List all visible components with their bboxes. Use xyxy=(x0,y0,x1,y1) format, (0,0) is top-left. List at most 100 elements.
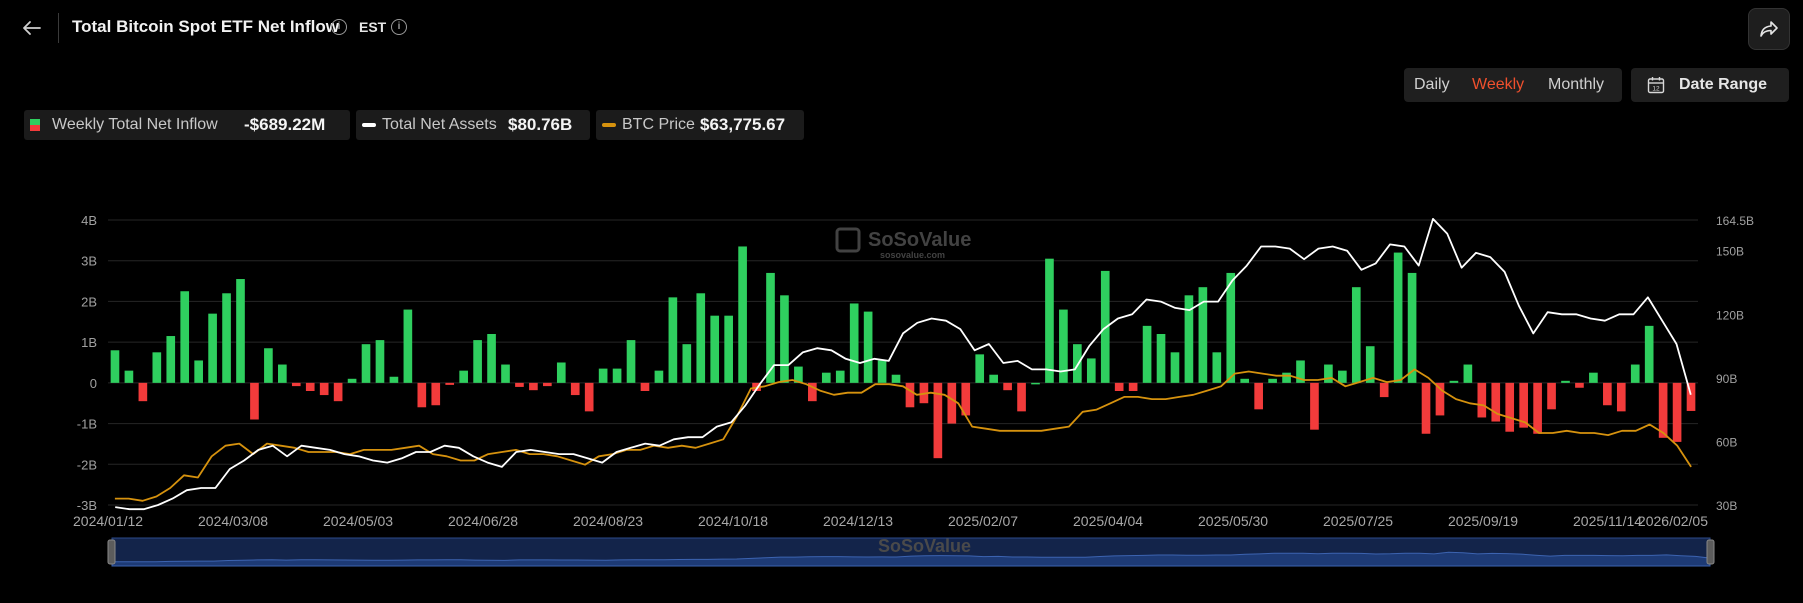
inflow-bar[interactable] xyxy=(1003,382,1012,391)
inflow-bar[interactable] xyxy=(766,272,775,383)
period-weekly-button[interactable]: Weekly xyxy=(1472,76,1525,93)
inflow-bar[interactable] xyxy=(138,382,148,402)
inflow-bar[interactable] xyxy=(668,297,678,383)
inflow-bar[interactable] xyxy=(1351,287,1361,383)
inflow-bar[interactable] xyxy=(445,382,455,385)
legend-btc-price[interactable]: BTC Price $63,775.67 xyxy=(596,110,804,140)
inflow-bar[interactable] xyxy=(947,382,957,424)
inflow-bar[interactable] xyxy=(905,382,915,408)
inflow-bar[interactable] xyxy=(152,352,162,383)
inflow-bar[interactable] xyxy=(1575,382,1584,388)
inflow-bar[interactable] xyxy=(1128,382,1138,391)
inflow-bar[interactable] xyxy=(1379,382,1389,398)
inflow-bar[interactable] xyxy=(975,354,985,383)
inflow-bar[interactable] xyxy=(124,370,134,383)
inflow-bar[interactable] xyxy=(1310,382,1319,430)
inflow-bar[interactable] xyxy=(1477,382,1487,418)
inflow-bar[interactable] xyxy=(166,336,176,383)
period-daily-button[interactable]: Daily xyxy=(1414,76,1450,93)
inflow-bar[interactable] xyxy=(821,372,831,383)
inflow-bar[interactable] xyxy=(961,382,971,416)
inflow-bar[interactable] xyxy=(1059,309,1068,383)
inflow-bar[interactable] xyxy=(584,382,594,412)
navigator-right-handle[interactable] xyxy=(1706,539,1715,565)
inflow-bar[interactable] xyxy=(180,291,190,383)
inflow-bar[interactable] xyxy=(319,382,329,396)
inflow-bar[interactable] xyxy=(1170,352,1180,383)
inflow-bar[interactable] xyxy=(1338,370,1347,383)
inflow-bar[interactable] xyxy=(194,360,203,383)
inflow-bar[interactable] xyxy=(1045,258,1054,383)
inflow-bar[interactable] xyxy=(1658,382,1668,438)
inflow-bar[interactable] xyxy=(1491,382,1501,422)
inflow-bar[interactable] xyxy=(654,370,664,383)
inflow-bar[interactable] xyxy=(710,315,720,383)
inflow-bar[interactable] xyxy=(1519,382,1528,428)
inflow-bar[interactable] xyxy=(431,382,441,406)
period-monthly-button[interactable]: Monthly xyxy=(1548,76,1605,93)
inflow-bar[interactable] xyxy=(208,313,217,383)
inflow-bar[interactable] xyxy=(891,374,901,383)
inflow-bar[interactable] xyxy=(1254,382,1263,410)
inflow-bar[interactable] xyxy=(1240,378,1250,383)
inflow-bar[interactable] xyxy=(459,370,468,383)
inflow-bar[interactable] xyxy=(877,360,887,383)
inflow-bar[interactable] xyxy=(556,362,566,383)
inflow-bar[interactable] xyxy=(515,382,524,387)
inflow-bar[interactable] xyxy=(250,382,259,420)
inflow-bar[interactable] xyxy=(1630,364,1640,383)
inflow-bar[interactable] xyxy=(305,382,315,391)
inflow-bar[interactable] xyxy=(361,344,371,383)
inflow-bar[interactable] xyxy=(835,370,845,383)
range-navigator[interactable]: SoSoValue xyxy=(107,536,1715,567)
inflow-bar[interactable] xyxy=(1031,382,1040,385)
inflow-bar[interactable] xyxy=(389,376,399,383)
inflow-bar[interactable] xyxy=(1156,334,1166,383)
inflow-bar[interactable] xyxy=(1365,346,1375,383)
inflow-bar[interactable] xyxy=(989,374,998,383)
inflow-bar[interactable] xyxy=(501,364,510,383)
date-range-button[interactable]: 12 Date Range xyxy=(1631,68,1789,102)
info-icon[interactable]: i xyxy=(331,19,347,35)
navigator-left-handle[interactable] xyxy=(107,539,116,565)
inflow-bar[interactable] xyxy=(738,246,747,383)
timezone-info-icon[interactable]: i xyxy=(391,19,407,35)
inflow-bar[interactable] xyxy=(1603,382,1612,406)
inflow-bar[interactable] xyxy=(780,295,789,383)
inflow-bar[interactable] xyxy=(291,382,301,387)
inflow-bar[interactable] xyxy=(626,340,636,383)
inflow-bar[interactable] xyxy=(1212,352,1222,383)
inflow-bar[interactable] xyxy=(696,293,706,383)
inflow-bar[interactable] xyxy=(1226,272,1236,383)
inflow-bar[interactable] xyxy=(1616,382,1626,412)
inflow-bar[interactable] xyxy=(417,382,427,408)
inflow-bar[interactable] xyxy=(1463,364,1473,383)
inflow-bar[interactable] xyxy=(222,293,231,383)
inflow-bar[interactable] xyxy=(1672,382,1682,442)
inflow-bar[interactable] xyxy=(1296,360,1305,383)
inflow-bar[interactable] xyxy=(1435,382,1445,416)
inflow-bar[interactable] xyxy=(1142,325,1152,383)
inflow-bar[interactable] xyxy=(487,334,496,383)
inflow-bar[interactable] xyxy=(278,364,287,383)
inflow-bar[interactable] xyxy=(1184,295,1194,383)
inflow-bar[interactable] xyxy=(933,382,943,459)
inflow-bar[interactable] xyxy=(1686,382,1696,411)
inflow-bar[interactable] xyxy=(1268,378,1277,383)
inflow-bar[interactable] xyxy=(570,382,580,396)
inflow-bar[interactable] xyxy=(110,350,120,383)
inflow-bar[interactable] xyxy=(1589,372,1598,383)
inflow-bar[interactable] xyxy=(1073,344,1082,383)
share-button[interactable] xyxy=(1748,8,1790,50)
inflow-bar[interactable] xyxy=(612,368,622,383)
inflow-bar[interactable] xyxy=(333,382,343,402)
inflow-bar[interactable] xyxy=(543,382,552,387)
inflow-bar[interactable] xyxy=(1198,287,1208,383)
inflow-bar[interactable] xyxy=(724,315,733,383)
inflow-bar[interactable] xyxy=(236,279,245,383)
inflow-bar[interactable] xyxy=(640,382,650,391)
inflow-bar[interactable] xyxy=(264,348,273,383)
back-arrow-icon[interactable] xyxy=(18,14,46,42)
inflow-bar[interactable] xyxy=(863,311,873,383)
inflow-bar[interactable] xyxy=(1393,252,1403,383)
